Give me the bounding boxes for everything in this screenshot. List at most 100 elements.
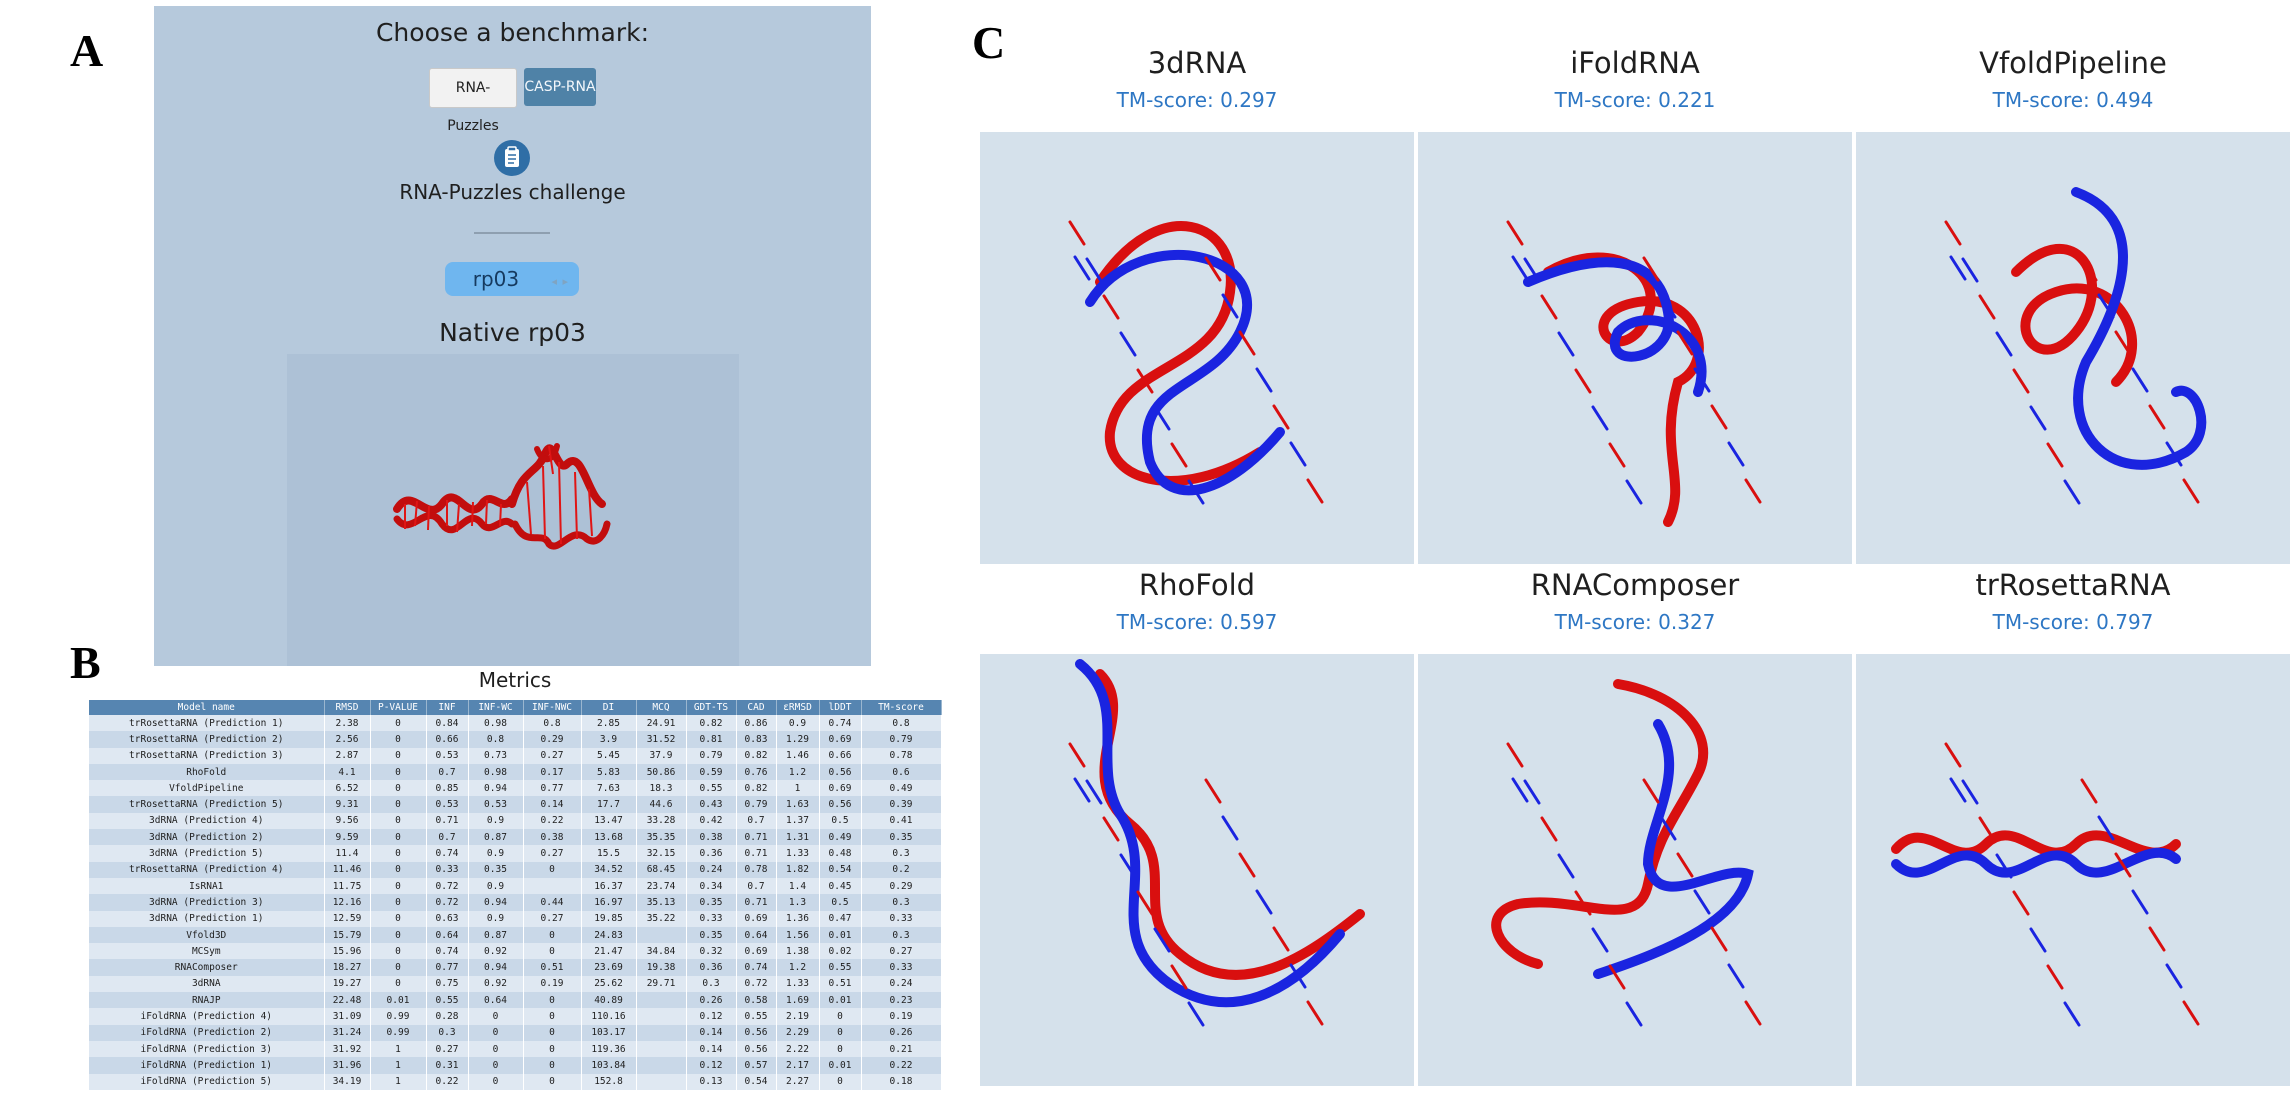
metric-cell: 0.26 [686, 992, 737, 1009]
metric-cell: 0.3 [861, 926, 942, 944]
table-row: trRosettaRNA (Prediction 4) 11.46 0 0.33 0.3… [89, 861, 942, 878]
metric-cell: 0.27 [861, 943, 942, 960]
metric-cell: 0.28 [426, 1008, 469, 1025]
metric-cell: 0 [370, 877, 427, 895]
metric-cell: 0.53 [426, 747, 469, 764]
structure-viewer[interactable] [980, 132, 1414, 564]
model-name-cell: RNAJP [89, 992, 325, 1009]
metric-cell: 0.14 [686, 1040, 737, 1058]
column-header[interactable]: TM-score [861, 700, 942, 715]
column-header[interactable]: εRMSD [776, 700, 820, 715]
metric-cell [636, 1057, 687, 1074]
metric-cell: 0.39 [861, 796, 942, 813]
metric-cell: 0.02 [819, 943, 862, 960]
metric-cell: 15.96 [324, 943, 371, 960]
metric-cell: 0 [370, 975, 427, 993]
table-row: RNAJP 22.48 0.01 0.55 0.64 0 40.89 0.26 0.58 1.69… [89, 992, 942, 1009]
native-structure-viewer[interactable] [287, 354, 739, 666]
metric-cell: 0 [370, 910, 427, 927]
metric-cell: 0.6 [861, 763, 942, 781]
puzzle-select[interactable]: rp03 ◂ ▸ [445, 262, 579, 296]
metric-cell: 0 [370, 959, 427, 976]
table-row: 3dRNA (Prediction 5) 11.4 0 0.74 0.9 0.27 15.5… [89, 845, 942, 862]
table-row: 3dRNA (Prediction 4) 9.56 0 0.71 0.9 0.22 13.4… [89, 812, 942, 830]
column-header[interactable]: INF-WC [468, 700, 524, 715]
structure-viewer[interactable] [1418, 654, 1852, 1086]
metric-cell: 0.26 [861, 1024, 942, 1041]
column-header[interactable]: GDT-TS [686, 700, 737, 715]
metric-cell: 0.94 [468, 894, 524, 911]
metric-cell: 0.53 [426, 796, 469, 813]
metric-cell: 0.63 [426, 910, 469, 927]
metric-cell: 0.33 [426, 861, 469, 878]
metric-cell: 0.22 [426, 1073, 469, 1090]
metric-cell [523, 877, 582, 895]
structure-viewer[interactable] [1856, 132, 2290, 564]
structure-viewer[interactable] [980, 654, 1414, 1086]
metric-cell: 0.43 [686, 796, 737, 813]
structure-viewer[interactable] [1856, 654, 2290, 1086]
metric-cell: 0.29 [861, 877, 942, 895]
metric-cell: 0.71 [426, 812, 469, 830]
model-name-cell: iFoldRNA (Prediction 2) [89, 1024, 325, 1041]
metric-cell: 0.3 [426, 1024, 469, 1041]
metric-cell: 0.81 [686, 731, 737, 748]
metric-cell: 0.74 [426, 845, 469, 862]
column-header[interactable]: INF-NWC [523, 700, 582, 715]
column-header[interactable]: Model name [89, 700, 325, 715]
metric-cell: 0.72 [426, 877, 469, 895]
metric-cell: 152.8 [581, 1073, 637, 1090]
metric-cell: 0 [370, 894, 427, 911]
column-header[interactable]: CAD [736, 700, 777, 715]
metric-cell: 0.9 [468, 812, 524, 830]
table-row: Vfold3D 15.79 0 0.64 0.87 0 24.83 0.35 0.64 1.56 0… [89, 926, 942, 944]
column-header[interactable]: P-VALUE [370, 700, 427, 715]
metric-cell: 0 [370, 812, 427, 830]
metric-cell: 0.64 [426, 926, 469, 944]
metric-cell: 0.42 [686, 812, 737, 830]
column-header[interactable]: INF [426, 700, 469, 715]
metric-cell: 32.15 [636, 845, 687, 862]
table-row: RhoFold 4.1 0 0.7 0.98 0.17 5.83 50.86 0.59 0.76 1… [89, 763, 942, 781]
column-header[interactable]: lDDT [819, 700, 862, 715]
column-header[interactable]: RMSD [324, 700, 371, 715]
clipboard-icon[interactable] [494, 140, 530, 176]
metric-cell: 0 [523, 943, 582, 960]
metric-cell: 0.71 [736, 829, 777, 846]
column-header[interactable]: DI [581, 700, 637, 715]
metric-cell: 0.31 [426, 1057, 469, 1074]
metric-cell: 0.98 [468, 763, 524, 781]
model-name-cell: VfoldPipeline [89, 780, 325, 797]
metric-cell: 15.79 [324, 926, 371, 944]
metric-cell [636, 1024, 687, 1041]
metric-cell: 33.28 [636, 812, 687, 830]
metric-cell: 5.83 [581, 763, 637, 781]
metric-cell: 13.68 [581, 829, 637, 846]
metric-cell: 0 [370, 861, 427, 878]
metric-cell: 19.38 [636, 959, 687, 976]
metric-cell: 0 [819, 1073, 862, 1090]
model-header: iFoldRNA TM-score: 0.221 [1418, 46, 1852, 112]
metric-cell: 16.97 [581, 894, 637, 911]
metric-cell: 34.52 [581, 861, 637, 878]
metric-cell: 0.55 [819, 959, 862, 976]
casp-rna-button[interactable]: CASP-RNA [524, 68, 596, 106]
metric-cell: 0.75 [426, 975, 469, 993]
table-row: iFoldRNA (Prediction 5) 34.19 1 0.22 0 0 152.8… [89, 1073, 942, 1090]
model-name-cell: 3dRNA (Prediction 2) [89, 829, 325, 846]
metric-cell: 0.87 [468, 926, 524, 944]
structure-viewer[interactable] [1418, 132, 1852, 564]
model-header: trRosettaRNA TM-score: 0.797 [1856, 568, 2290, 634]
column-header[interactable]: MCQ [636, 700, 687, 715]
metric-cell: 0.01 [819, 926, 862, 944]
metric-cell: 1 [370, 1073, 427, 1090]
metric-cell: 0.35 [468, 861, 524, 878]
metric-cell: 24.83 [581, 926, 637, 944]
model-name: RhoFold [1138, 568, 1256, 602]
metric-cell: 1 [370, 1057, 427, 1074]
rna-puzzles-button[interactable]: RNA-Puzzles [429, 68, 517, 134]
metric-cell: 0.92 [468, 943, 524, 960]
table-row: 3dRNA (Prediction 3) 12.16 0 0.72 0.94 0.44 16… [89, 894, 942, 911]
metric-cell: 0.36 [686, 845, 737, 862]
metric-cell: 0.83 [736, 731, 777, 748]
